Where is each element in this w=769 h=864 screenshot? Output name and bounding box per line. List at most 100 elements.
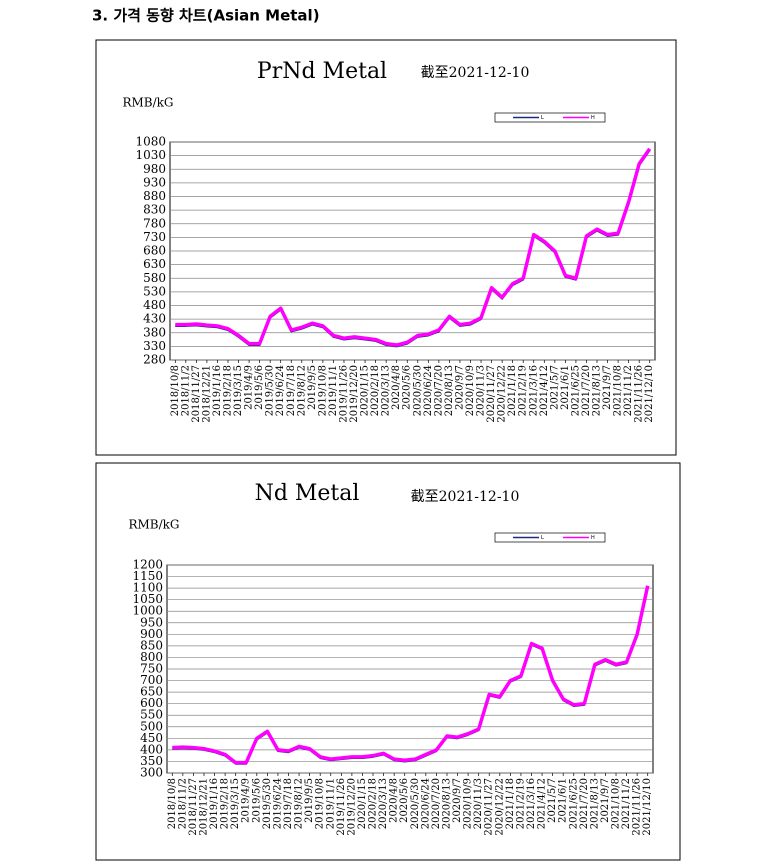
x-tick-label: 2019/5/30 xyxy=(262,778,273,829)
x-tick-label: 2019/11/26 xyxy=(336,778,347,836)
legend xyxy=(494,112,606,123)
x-tick-label: 2021/11/2 xyxy=(621,778,632,829)
legend-label: L xyxy=(541,115,544,121)
x-tick-label: 2021/6/25 xyxy=(568,778,579,829)
x-tick-label: 2021/10/8 xyxy=(613,365,624,416)
x-tick-label: 2019/6/24 xyxy=(275,365,286,416)
x-tick-label: 2020/11/3 xyxy=(473,778,484,829)
x-tick-label: 2020/3/13 xyxy=(381,365,392,416)
x-tick-label: 2020/5/6 xyxy=(402,365,413,410)
series-line xyxy=(175,147,652,347)
x-tick-label: 2021/9/7 xyxy=(602,365,613,410)
y-tick-label: 1100 xyxy=(132,581,163,595)
x-tick-label: 2019/8/12 xyxy=(296,365,307,416)
section-header: 3. 가격 동향 차트(Asian Metal) xyxy=(92,7,320,25)
x-tick-label: 2019/5/30 xyxy=(265,365,276,416)
x-tick-label: 2019/12/20 xyxy=(349,365,360,423)
x-tick-label: 2021/8/13 xyxy=(589,778,600,829)
x-tick-label: 2018/12/21 xyxy=(201,365,212,423)
chart-subtitle: 截至2021-12-10 xyxy=(421,65,530,81)
y-tick-label: 330 xyxy=(143,339,166,353)
x-tick-label: 2018/11/2 xyxy=(177,778,188,829)
x-tick-label: 2020/4/8 xyxy=(389,778,400,823)
x-tick-label: 2021/5/7 xyxy=(549,365,560,410)
x-tick-label: 2019/10/8 xyxy=(317,365,328,416)
x-tick-label: 2019/11/1 xyxy=(325,778,336,829)
x-tick-label: 2021/1/18 xyxy=(505,778,516,829)
x-tick-label: 2020/4/8 xyxy=(391,365,402,410)
y-tick-label: 430 xyxy=(143,312,166,326)
x-tick-label: 2019/7/18 xyxy=(283,778,294,829)
x-tick-label: 2018/11/2 xyxy=(180,365,191,416)
x-tick-label: 2019/12/20 xyxy=(346,778,357,836)
chart-title: PrNd Metal xyxy=(257,59,387,84)
y-tick-label: 700 xyxy=(140,673,163,687)
x-tick-label: 2021/3/16 xyxy=(528,365,539,416)
x-tick-label: 2020/12/22 xyxy=(494,778,505,836)
y-tick-label: 380 xyxy=(143,325,166,339)
x-tick-label: 2021/12/10 xyxy=(644,365,655,423)
x-tick-label: 2019/9/5 xyxy=(307,365,318,410)
x-tick-label: 2021/6/1 xyxy=(558,778,569,823)
y-tick-label: 550 xyxy=(140,708,163,722)
y-tick-label: 630 xyxy=(143,257,166,271)
y-tick-label: 300 xyxy=(140,766,163,780)
x-tick-label: 2019/1/16 xyxy=(209,778,220,829)
x-tick-label: 2020/11/3 xyxy=(476,365,487,416)
y-tick-label: 500 xyxy=(140,719,163,733)
x-tick-label: 2019/2/18 xyxy=(222,365,233,416)
x-tick-label: 2020/5/30 xyxy=(412,365,423,416)
x-tick-label: 2019/3/15 xyxy=(233,365,244,416)
y-tick-label: 1030 xyxy=(135,148,166,162)
x-tick-label: 2021/11/2 xyxy=(623,365,634,416)
x-tick-label: 2021/5/7 xyxy=(547,778,558,823)
x-tick-label: 2020/10/9 xyxy=(465,365,476,416)
y-tick-label: 530 xyxy=(143,284,166,298)
y-tick-label: 880 xyxy=(143,189,166,203)
y-tick-label: 950 xyxy=(140,615,163,629)
x-tick-label: 2018/11/27 xyxy=(188,778,199,836)
y-tick-label: 280 xyxy=(143,353,166,367)
x-tick-label: 2021/4/12 xyxy=(537,778,548,829)
y-tick-label: 1050 xyxy=(132,592,163,606)
x-tick-label: 2021/6/1 xyxy=(560,365,571,410)
y-tick-label: 1000 xyxy=(132,604,163,618)
x-tick-label: 2018/12/21 xyxy=(198,778,209,836)
x-tick-label: 2021/8/13 xyxy=(592,365,603,416)
y-tick-label: 750 xyxy=(140,662,163,676)
y-tick-label: 930 xyxy=(143,175,166,189)
x-tick-label: 2019/6/24 xyxy=(272,778,283,829)
y-tick-label: 350 xyxy=(140,754,163,768)
y-tick-label: 580 xyxy=(143,271,166,285)
x-tick-label: 2020/9/7 xyxy=(452,778,463,823)
x-tick-label: 2019/5/6 xyxy=(251,778,262,823)
x-tick-label: 2019/3/15 xyxy=(230,778,241,829)
x-tick-label: 2019/2/18 xyxy=(220,778,231,829)
x-tick-label: 2020/8/13 xyxy=(441,778,452,829)
y-tick-label: 400 xyxy=(140,742,163,756)
y-tick-label: 850 xyxy=(140,638,163,652)
x-tick-label: 2019/11/26 xyxy=(338,365,349,423)
x-tick-label: 2021/4/12 xyxy=(539,365,550,416)
x-tick-label: 2021/1/18 xyxy=(507,365,518,416)
legend-label: L xyxy=(541,535,544,541)
x-tick-label: 2021/7/20 xyxy=(581,365,592,416)
x-tick-label: 2018/10/8 xyxy=(170,365,181,416)
y-tick-label: 450 xyxy=(140,731,163,745)
x-tick-label: 2019/7/18 xyxy=(286,365,297,416)
x-tick-label: 2020/1/15 xyxy=(357,778,368,829)
y-tick-label: 780 xyxy=(143,216,166,230)
y-tick-label: 1150 xyxy=(132,569,163,583)
y-axis-label: RMB/kG xyxy=(122,96,173,110)
x-tick-label: 2019/10/8 xyxy=(315,778,326,829)
x-tick-label: 2018/10/8 xyxy=(167,778,178,829)
x-tick-label: 2021/7/20 xyxy=(579,778,590,829)
x-tick-label: 2019/11/1 xyxy=(328,365,339,416)
x-tick-label: 2021/9/7 xyxy=(600,778,611,823)
y-tick-label: 1080 xyxy=(135,135,166,149)
x-tick-label: 2021/11/26 xyxy=(632,778,643,836)
x-tick-label: 2019/1/16 xyxy=(212,365,223,416)
x-tick-label: 2020/5/6 xyxy=(399,778,410,823)
